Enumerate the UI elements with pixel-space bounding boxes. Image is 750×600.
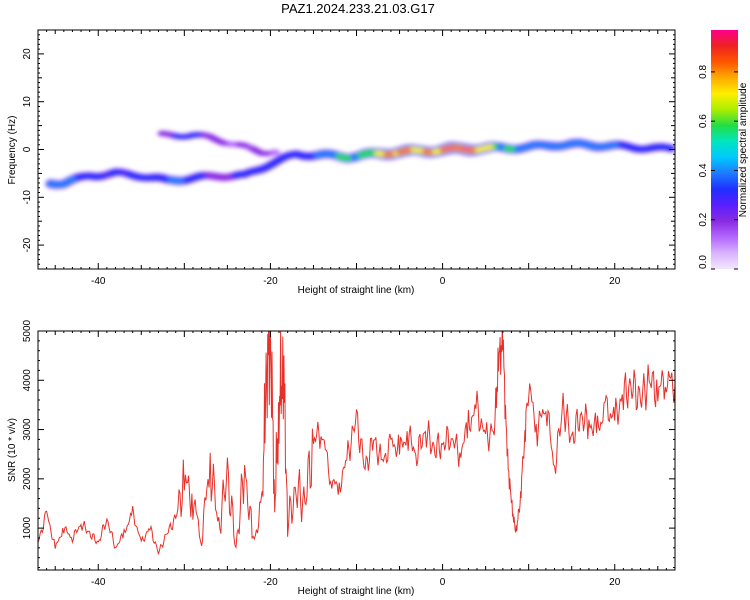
spectrogram-panel: -40 -20 0 20 -20 -10 0 10 20 Height of straight … bbox=[7, 29, 676, 296]
branch-cell bbox=[192, 132, 203, 138]
ridge-cell bbox=[610, 141, 620, 148]
snr-frame bbox=[37, 330, 676, 571]
branch-cell bbox=[269, 149, 281, 155]
ridge-cell bbox=[404, 147, 412, 153]
colorbar-tick-label: 0.2 bbox=[698, 212, 709, 226]
snr-y-tick-label: 4000 bbox=[22, 369, 33, 392]
colorbar-tick-label: 0.8 bbox=[698, 64, 709, 78]
branch-level-2 bbox=[170, 132, 203, 140]
spectrogram-x-tick-label: -40 bbox=[91, 276, 106, 287]
chart-title: PAZ1.2024.233.21.03.G17 bbox=[281, 1, 435, 16]
branch-cell bbox=[260, 151, 272, 157]
ridge-cell bbox=[387, 152, 395, 157]
spectrogram-x-tick-label: 0 bbox=[440, 276, 446, 287]
branch-cell bbox=[217, 140, 229, 146]
spectrogram-y-tick-label: -20 bbox=[22, 237, 33, 252]
colorbar-tick-label: 0.0 bbox=[698, 255, 709, 269]
snr-ticks: -40 -20 0 20 1000 2000 3000 4000 5000 bbox=[22, 319, 676, 588]
ridge-cell bbox=[448, 146, 455, 150]
snr-x-axis-label: Height of straight line (km) bbox=[298, 586, 415, 597]
snr-y-axis-label: SNR (10 * v/v) bbox=[7, 418, 18, 482]
colorbar-ticks: 0.0 0.2 0.4 0.6 0.8 bbox=[698, 64, 738, 270]
ridge-cell bbox=[114, 168, 125, 176]
ridge-cell bbox=[343, 155, 352, 162]
snr-y-tick-label: 3000 bbox=[22, 418, 33, 441]
spectrogram-y-tick-label: 20 bbox=[22, 48, 33, 60]
colorbar-gradient bbox=[711, 30, 738, 269]
colorbar: 0.0 0.2 0.4 0.6 0.8 Normalized spectral ampl… bbox=[698, 30, 749, 270]
spectrogram-y-tick-label: 10 bbox=[22, 96, 33, 108]
ridge-cell bbox=[507, 146, 516, 153]
spectrogram-y-tick-label: 0 bbox=[22, 146, 33, 152]
snr-y-tick-label: 2000 bbox=[22, 467, 33, 490]
ridge-cell bbox=[97, 172, 108, 180]
colorbar-label: Normalized spectral amplitude bbox=[738, 82, 749, 217]
spectrogram-x-axis-label: Height of straight line (km) bbox=[298, 285, 415, 296]
colorbar-tick-label: 0.6 bbox=[698, 114, 709, 128]
ridge-cell bbox=[465, 148, 472, 152]
spectrogram-y-tick-label: -10 bbox=[22, 190, 33, 205]
snr-series-line bbox=[38, 331, 675, 555]
colorbar-tick-label: 0.4 bbox=[698, 163, 709, 177]
snr-y-tick-label: 5000 bbox=[22, 319, 33, 342]
spectrogram-x-tick-label: 20 bbox=[609, 276, 621, 287]
snr-x-tick-label: -20 bbox=[263, 577, 278, 588]
ridge-cell bbox=[665, 145, 675, 152]
spectrogram-heatmap bbox=[45, 130, 675, 190]
ridge-level-7 bbox=[443, 146, 472, 152]
spectrogram-ticks: -40 -20 0 20 -20 -10 0 10 20 bbox=[22, 29, 676, 287]
spectrogram-frame bbox=[37, 29, 676, 270]
snr-x-tick-label: 0 bbox=[440, 577, 446, 588]
ridge-cell bbox=[196, 172, 207, 179]
ridge-cell bbox=[175, 177, 185, 184]
branch-cell bbox=[239, 142, 250, 148]
snr-panel: -40 -20 0 20 1000 2000 3000 4000 5000 Height of … bbox=[7, 319, 676, 597]
ridge-level-3 bbox=[46, 139, 620, 188]
snr-y-tick-label: 1000 bbox=[22, 517, 33, 540]
ridge-cell bbox=[486, 144, 494, 150]
snr-x-tick-label: -40 bbox=[91, 577, 106, 588]
spectrogram-x-tick-label: -20 bbox=[263, 276, 278, 287]
ridge-cell bbox=[67, 176, 77, 183]
spectrogram-y-axis-label: Frequency (Hz) bbox=[7, 116, 18, 185]
ridge-cell bbox=[426, 149, 434, 155]
snr-x-tick-label: 20 bbox=[609, 577, 621, 588]
